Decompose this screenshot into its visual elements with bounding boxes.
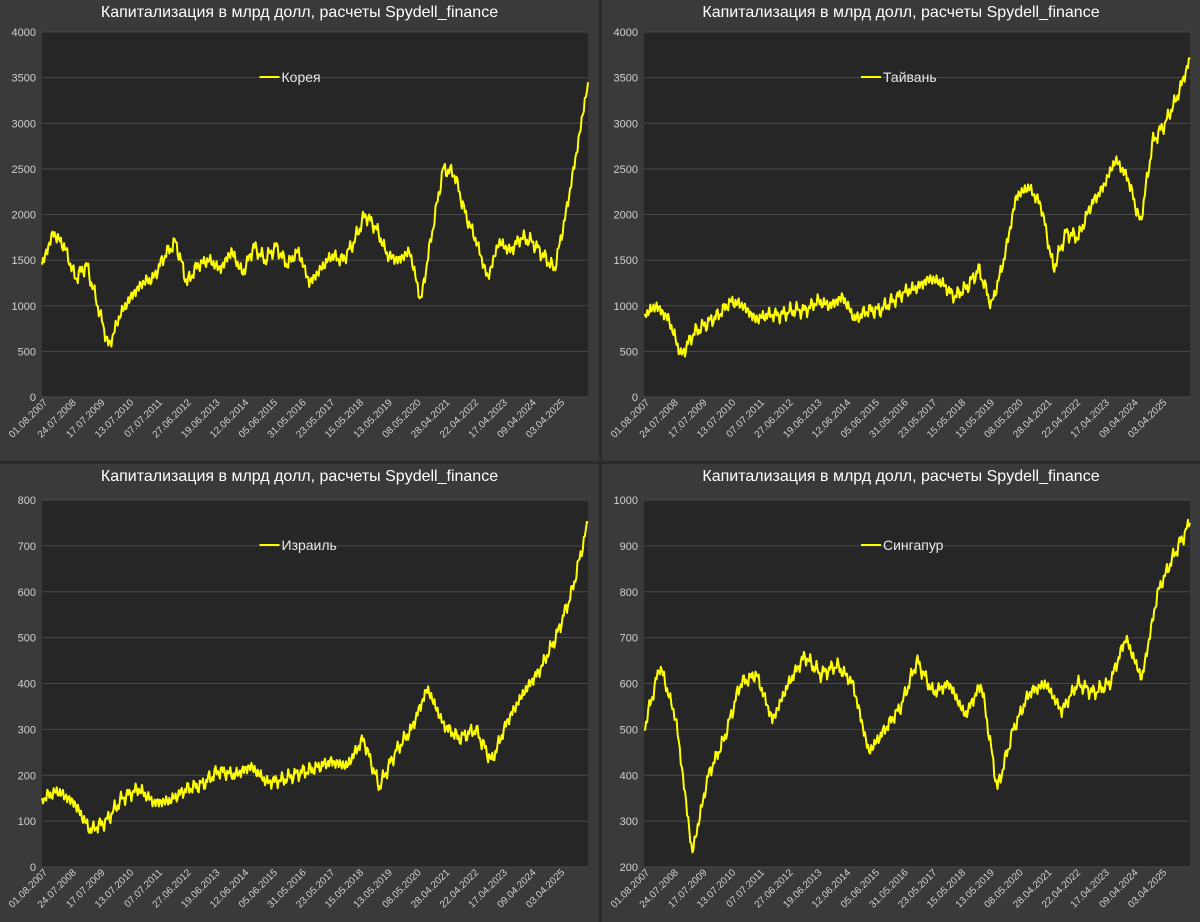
y-tick-label: 500: [18, 633, 36, 645]
y-tick-label: 0: [30, 392, 36, 404]
y-tick-label: 3500: [12, 73, 36, 85]
y-tick-label: 4000: [12, 27, 36, 39]
y-tick-label: 200: [620, 862, 638, 874]
y-tick-label: 0: [30, 862, 36, 874]
chart-svg-taiwan: Капитализация в млрд долл, расчеты Spyde…: [609, 4, 1191, 441]
y-tick-label: 500: [620, 346, 638, 358]
y-tick-label: 0: [632, 392, 638, 404]
y-tick-label: 300: [620, 816, 638, 828]
chart-panel-israel: Капитализация в млрд долл, расчеты Spyde…: [0, 464, 599, 922]
chart-panel-korea: Капитализация в млрд долл, расчеты Spyde…: [0, 0, 599, 461]
y-tick-label: 1000: [12, 301, 36, 313]
y-tick-label: 600: [18, 587, 36, 599]
y-tick-label: 3500: [614, 73, 638, 85]
y-tick-label: 1500: [614, 255, 638, 267]
y-tick-label: 2500: [12, 164, 36, 176]
chart-title: Капитализация в млрд долл, расчеты Spyde…: [702, 4, 1099, 21]
series-line-taiwan: [644, 57, 1191, 358]
y-tick-label: 700: [18, 541, 36, 553]
y-tick-label: 900: [620, 541, 638, 553]
y-tick-label: 4000: [614, 27, 638, 39]
y-tick-label: 2500: [614, 164, 638, 176]
y-tick-label: 1500: [12, 255, 36, 267]
chart-panel-taiwan: Капитализация в млрд долл, расчеты Spyde…: [602, 0, 1200, 461]
series-line-korea: [41, 82, 589, 348]
y-tick-label: 500: [18, 346, 36, 358]
y-tick-label: 1000: [614, 495, 638, 507]
chart-title: Капитализация в млрд долл, расчеты Spyde…: [101, 468, 498, 485]
chart-title: Капитализация в млрд долл, расчеты Spyde…: [702, 468, 1099, 485]
y-tick-label: 200: [18, 770, 36, 782]
chart-title: Капитализация в млрд долл, расчеты Spyde…: [101, 4, 498, 21]
series-line-israel: [41, 520, 589, 834]
y-tick-label: 800: [620, 587, 638, 599]
chart-svg-singapore: Капитализация в млрд долл, расчеты Spyde…: [609, 468, 1191, 911]
legend-label: Израиль: [282, 537, 337, 553]
chart-svg-korea: Капитализация в млрд долл, расчеты Spyde…: [7, 4, 589, 441]
chart-svg-israel: Капитализация в млрд долл, расчеты Spyde…: [7, 468, 589, 911]
y-tick-label: 600: [620, 679, 638, 691]
y-tick-label: 800: [18, 495, 36, 507]
y-tick-label: 400: [18, 679, 36, 691]
y-tick-label: 300: [18, 724, 36, 736]
legend-label: Сингапур: [883, 537, 944, 553]
y-tick-label: 700: [620, 633, 638, 645]
legend-label: Корея: [282, 69, 321, 85]
y-tick-label: 500: [620, 724, 638, 736]
series-line-singapore: [643, 518, 1191, 854]
y-tick-label: 3000: [12, 118, 36, 130]
y-tick-label: 2000: [614, 210, 638, 222]
legend-label: Тайвань: [883, 69, 937, 85]
y-tick-label: 100: [18, 816, 36, 828]
chart-panel-singapore: Капитализация в млрд долл, расчеты Spyde…: [602, 464, 1200, 922]
y-tick-label: 1000: [614, 301, 638, 313]
y-tick-label: 2000: [12, 210, 36, 222]
y-tick-label: 400: [620, 770, 638, 782]
y-tick-label: 3000: [614, 118, 638, 130]
